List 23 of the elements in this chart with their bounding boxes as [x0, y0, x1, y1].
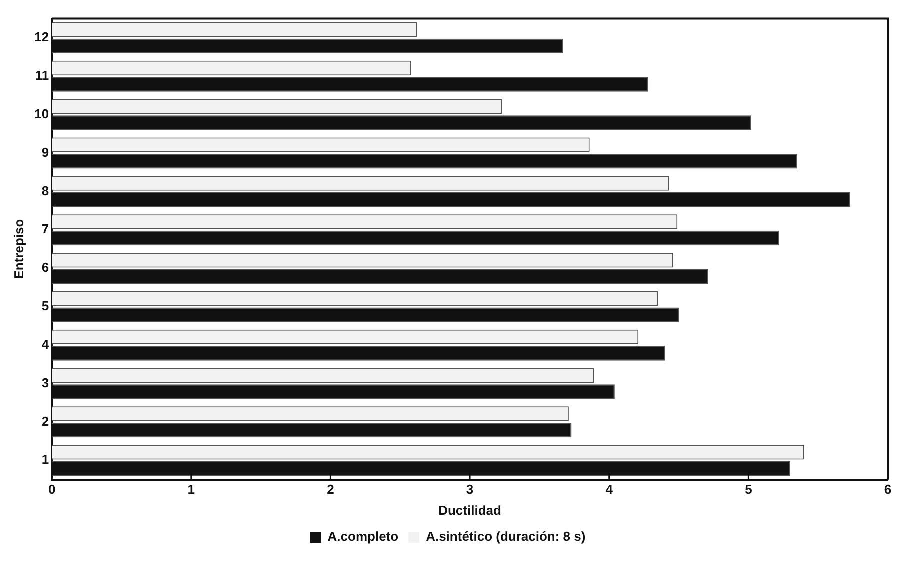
y-tick-label: 9 — [42, 144, 50, 160]
y-tick-label: 1 — [42, 452, 50, 468]
x-tick-label: 6 — [884, 482, 892, 498]
x-tick-label: 0 — [48, 482, 56, 498]
y-tick-label: 4 — [42, 336, 50, 352]
y-tick-label: 5 — [42, 298, 50, 314]
x-tick-label: 3 — [466, 482, 474, 498]
legend-label: A.completo — [328, 529, 399, 544]
y-tick-label: 8 — [42, 183, 50, 198]
x-tick-label: 5 — [745, 482, 752, 498]
y-tick-label: 12 — [34, 30, 50, 45]
x-tick-label: 1 — [188, 482, 195, 498]
y-tick-label: 2 — [42, 414, 50, 429]
y-tick-label: 6 — [42, 260, 50, 276]
y-tick-label: 3 — [42, 375, 50, 390]
y-tick-label: 7 — [42, 222, 50, 237]
y-axis-title: Entrepiso — [11, 219, 26, 280]
x-tick-label: 2 — [327, 482, 334, 498]
legend-label: A.sintético (duración: 8 s) — [426, 529, 586, 544]
y-tick-label: 10 — [34, 106, 50, 122]
x-tick-label: 4 — [606, 482, 614, 498]
y-tick-label: 11 — [35, 68, 50, 84]
x-axis-title: Ductilidad — [438, 502, 502, 518]
